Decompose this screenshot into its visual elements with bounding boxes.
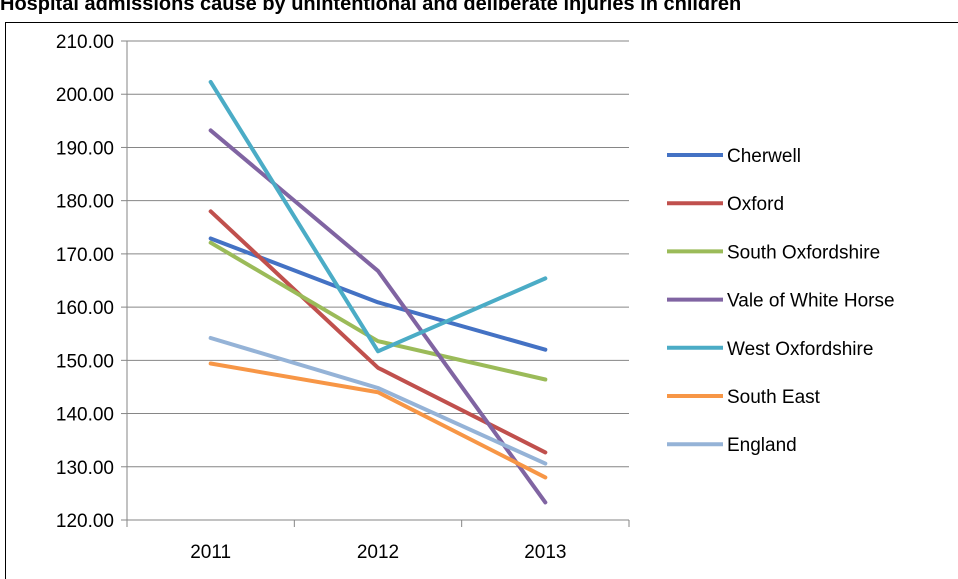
series-line-oxford — [208, 209, 548, 455]
y-tick-label: 210.00 — [56, 32, 114, 53]
series-lines — [208, 79, 548, 505]
x-tick-label: 2013 — [524, 542, 566, 563]
y-tick-label: 120.00 — [56, 511, 114, 532]
legend-label: South East — [727, 387, 821, 408]
x-tick-label: 2011 — [190, 542, 231, 563]
gridlines — [127, 40, 629, 468]
y-tick-label: 130.00 — [56, 458, 114, 479]
series-line-west-oxfordshire — [208, 79, 548, 354]
x-tick-label: 2012 — [357, 542, 399, 563]
chart-frame — [5, 22, 958, 579]
y-tick-label: 190.00 — [56, 138, 114, 159]
series-line-cherwell — [208, 236, 548, 352]
y-tick-label: 140.00 — [56, 405, 114, 426]
y-tick-label: 200.00 — [56, 85, 114, 106]
legend-label: Cherwell — [727, 146, 801, 167]
y-tick-label: 170.00 — [56, 245, 114, 266]
legend: Cherwell Oxford South Oxfordshire Vale of W… — [667, 146, 895, 456]
y-tick-label: 160.00 — [56, 298, 114, 319]
axes: 120.00 130.00 140.00 150.00 160.00 170.00 180.… — [56, 32, 630, 563]
y-tick-label: 150.00 — [56, 351, 114, 372]
y-tick-label: 180.00 — [56, 192, 114, 213]
legend-label: South Oxfordshire — [727, 242, 880, 263]
series-line-south-east — [208, 361, 548, 480]
series-line-south-oxfordshire — [208, 240, 548, 382]
series-line-vale-of-white-horse — [208, 128, 548, 505]
chart-title: Hospital admissions cause by unintention… — [0, 0, 742, 15]
legend-label: England — [727, 435, 797, 456]
series-line-england — [208, 335, 548, 466]
legend-label: Oxford — [727, 194, 784, 215]
legend-label: West Oxfordshire — [727, 339, 873, 360]
legend-label: Vale of White Horse — [727, 291, 895, 312]
